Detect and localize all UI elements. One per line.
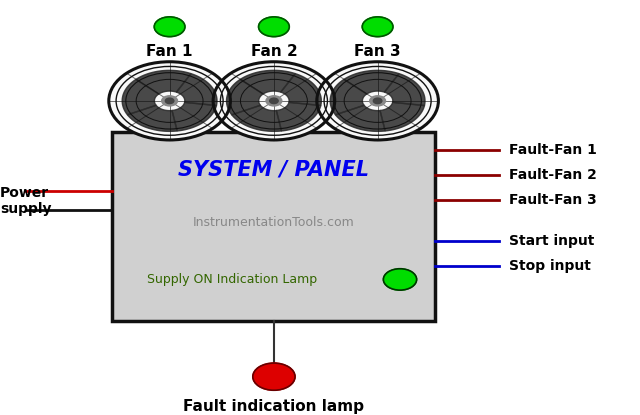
- Circle shape: [383, 269, 417, 290]
- Polygon shape: [127, 105, 177, 132]
- Polygon shape: [335, 105, 385, 132]
- Text: Fan 2: Fan 2: [250, 44, 298, 59]
- Polygon shape: [232, 105, 282, 132]
- Circle shape: [253, 363, 295, 390]
- Text: Fault-Fan 3: Fault-Fan 3: [509, 193, 596, 207]
- Text: Supply ON Indication Lamp: Supply ON Indication Lamp: [147, 273, 317, 286]
- Polygon shape: [344, 71, 399, 94]
- Text: Fault-Fan 2: Fault-Fan 2: [509, 168, 596, 182]
- Polygon shape: [122, 79, 159, 115]
- Polygon shape: [241, 71, 295, 94]
- Circle shape: [213, 62, 335, 140]
- Circle shape: [373, 98, 382, 104]
- Polygon shape: [227, 79, 263, 115]
- Text: Fan 3: Fan 3: [355, 44, 401, 59]
- Circle shape: [317, 62, 438, 140]
- Circle shape: [362, 17, 393, 37]
- Circle shape: [269, 98, 278, 104]
- Text: Power
supply: Power supply: [0, 186, 51, 216]
- Polygon shape: [276, 103, 321, 131]
- Circle shape: [266, 96, 282, 106]
- Polygon shape: [136, 71, 191, 94]
- Text: InstrumentationTools.com: InstrumentationTools.com: [193, 216, 355, 229]
- FancyBboxPatch shape: [112, 132, 435, 321]
- Polygon shape: [172, 103, 216, 131]
- Circle shape: [109, 62, 230, 140]
- Polygon shape: [330, 79, 367, 115]
- Text: Fan 1: Fan 1: [147, 44, 193, 59]
- Polygon shape: [385, 74, 425, 105]
- Circle shape: [154, 17, 185, 37]
- Text: Fault indication lamp: Fault indication lamp: [184, 399, 364, 414]
- Polygon shape: [281, 74, 321, 105]
- Text: SYSTEM / PANEL: SYSTEM / PANEL: [178, 160, 369, 180]
- Polygon shape: [177, 74, 217, 105]
- Circle shape: [165, 98, 174, 104]
- Circle shape: [259, 17, 289, 37]
- Text: Stop input: Stop input: [509, 259, 591, 273]
- Circle shape: [370, 96, 385, 106]
- Text: Fault-Fan 1: Fault-Fan 1: [509, 143, 596, 157]
- Text: Start input: Start input: [509, 234, 594, 248]
- Circle shape: [162, 96, 177, 106]
- Polygon shape: [380, 103, 424, 131]
